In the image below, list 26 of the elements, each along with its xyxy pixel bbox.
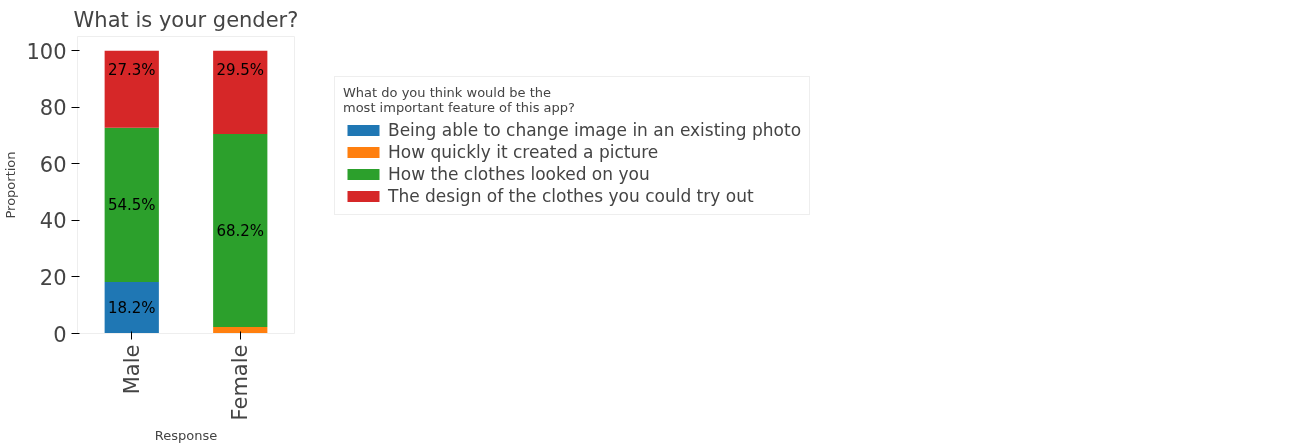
data-label: 29.5% (216, 61, 265, 80)
data-label: 18.2% (107, 298, 156, 317)
data-label: 27.3% (107, 61, 156, 80)
x-axis-title: Response (154, 428, 218, 444)
legend-title: What do you think would be the most important feature of this app? (343, 85, 576, 115)
data-label: 68.2% (216, 221, 265, 240)
y-tick-label: 40 (39, 209, 67, 234)
legend-label: How the clothes looked on you (388, 164, 650, 184)
bar (104, 127, 159, 283)
y-tick-label: 100 (26, 39, 67, 64)
bar (213, 326, 268, 334)
legend-label: How quickly it created a picture (388, 142, 659, 162)
y-tick-label: 0 (53, 322, 67, 347)
x-tick-label: Female (228, 344, 253, 421)
legend-label: Being able to change image in an existing photo (388, 120, 802, 140)
y-tick-label: 20 (39, 265, 67, 290)
data-label: 54.5% (107, 195, 156, 214)
x-tick-label: Male (119, 344, 144, 395)
bar (213, 134, 268, 327)
bar (104, 50, 159, 128)
legend-label: The design of the clothes you could try out (388, 186, 754, 206)
y-tick-label: 60 (39, 152, 67, 177)
y-axis-title: Proportion (3, 151, 19, 219)
bar (213, 50, 268, 135)
chart-title: What is your gender? (73, 7, 299, 32)
y-tick-label: 80 (39, 96, 67, 121)
